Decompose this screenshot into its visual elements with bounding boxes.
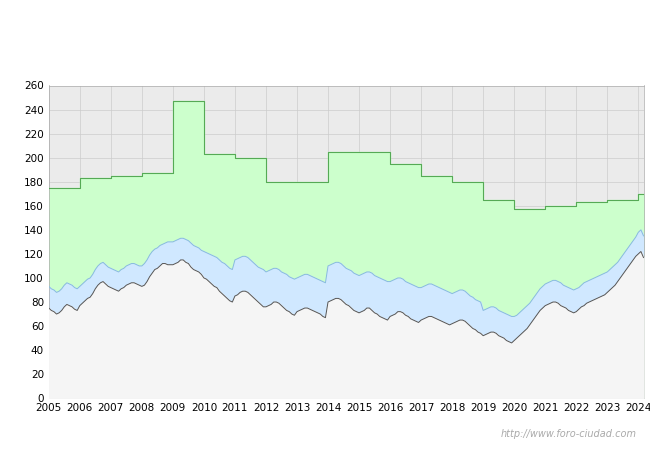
Text: http://www.foro-ciudad.com: http://www.foro-ciudad.com: [501, 429, 637, 439]
Text: Peguerinos - Evolucion de la poblacion en edad de Trabajar Noviembre de 2024: Peguerinos - Evolucion de la poblacion e…: [75, 41, 575, 54]
